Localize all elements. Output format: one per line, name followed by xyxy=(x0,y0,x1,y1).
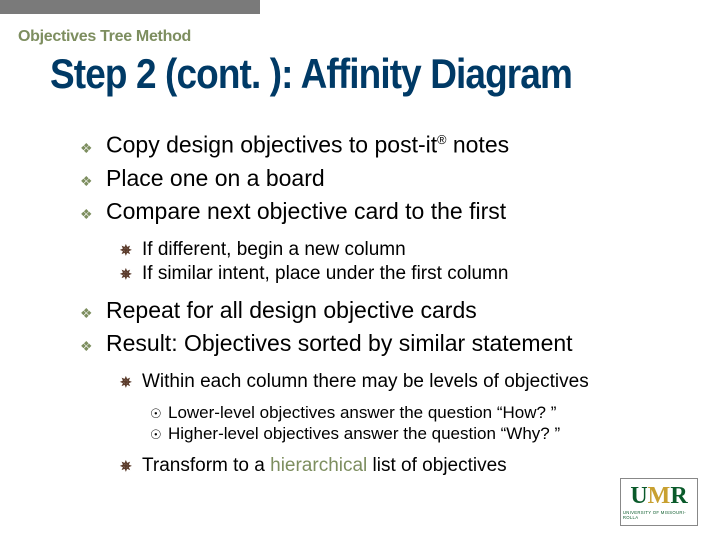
circle-bullet-icon: ☉ xyxy=(150,426,168,444)
diamond-bullet-icon: ❖ xyxy=(80,169,106,193)
star-bullet-icon: ✵ xyxy=(120,456,142,476)
star-bullet-icon: ✵ xyxy=(120,372,142,392)
star-bullet-icon: ✵ xyxy=(120,240,142,260)
bullet-l1: ❖ Result: Objectives sorted by similar s… xyxy=(80,329,680,358)
bullet-text: Copy design objectives to post-it® notes xyxy=(106,126,509,159)
bullet-l3: ☉ Higher-level objectives answer the que… xyxy=(150,423,680,444)
slide-title: Step 2 (cont. ): Affinity Diagram xyxy=(50,50,572,98)
star-bullet-icon: ✵ xyxy=(120,264,142,284)
bullet-text: Place one on a board xyxy=(106,164,325,192)
bullet-text: Repeat for all design objective cards xyxy=(106,296,477,324)
bullet-text: Higher-level objectives answer the quest… xyxy=(168,423,560,444)
bullet-text: Result: Objectives sorted by similar sta… xyxy=(106,329,573,357)
umr-logo: UMR UNIVERSITY OF MISSOURI-ROLLA xyxy=(620,478,698,526)
diamond-bullet-icon: ❖ xyxy=(80,136,106,160)
diamond-bullet-icon: ❖ xyxy=(80,202,106,226)
bullet-text: Lower-level objectives answer the questi… xyxy=(168,402,556,423)
accent-word: hierarchical xyxy=(270,455,367,476)
circle-bullet-icon: ☉ xyxy=(150,405,168,423)
bullet-l1: ❖ Compare next objective card to the fir… xyxy=(80,197,680,226)
bullet-text: Compare next objective card to the first xyxy=(106,197,506,225)
top-accent-bar xyxy=(0,0,260,14)
content-area: ❖ Copy design objectives to post-it® not… xyxy=(80,126,680,478)
bullet-l2: ✵ If similar intent, place under the fir… xyxy=(120,262,680,285)
bullet-l3: ☉ Lower-level objectives answer the ques… xyxy=(150,402,680,423)
logo-subtitle: UNIVERSITY OF MISSOURI-ROLLA xyxy=(623,510,695,520)
bullet-text: Within each column there may be levels o… xyxy=(142,370,589,393)
bullet-l1: ❖ Repeat for all design objective cards xyxy=(80,296,680,325)
diamond-bullet-icon: ❖ xyxy=(80,301,106,325)
bullet-l2: ✵ If different, begin a new column xyxy=(120,238,680,261)
bullet-l2: ✵ Within each column there may be levels… xyxy=(120,370,680,393)
bullet-l1: ❖ Place one on a board xyxy=(80,164,680,193)
section-label: Objectives Tree Method xyxy=(18,28,191,46)
bullet-text: If similar intent, place under the first… xyxy=(142,262,508,285)
bullet-l1: ❖ Copy design objectives to post-it® not… xyxy=(80,126,680,160)
logo-text: UMR xyxy=(630,484,687,508)
bullet-text: Transform to a hierarchical list of obje… xyxy=(142,454,507,477)
bullet-text: If different, begin a new column xyxy=(142,238,406,261)
diamond-bullet-icon: ❖ xyxy=(80,334,106,358)
bullet-l2: ✵ Transform to a hierarchical list of ob… xyxy=(120,454,680,477)
